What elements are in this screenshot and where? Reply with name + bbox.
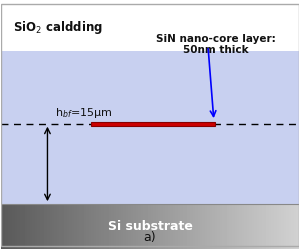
Text: SiN nano-core layer:
50nm thick: SiN nano-core layer: 50nm thick xyxy=(155,34,275,55)
Text: Si substrate: Si substrate xyxy=(108,220,192,233)
Bar xyxy=(91,122,215,126)
Text: a): a) xyxy=(144,231,156,244)
Bar xyxy=(2,51,298,204)
Text: h$_{bf}$=15μm: h$_{bf}$=15μm xyxy=(55,106,112,120)
Text: SiO$_2$ caldding: SiO$_2$ caldding xyxy=(13,19,103,36)
